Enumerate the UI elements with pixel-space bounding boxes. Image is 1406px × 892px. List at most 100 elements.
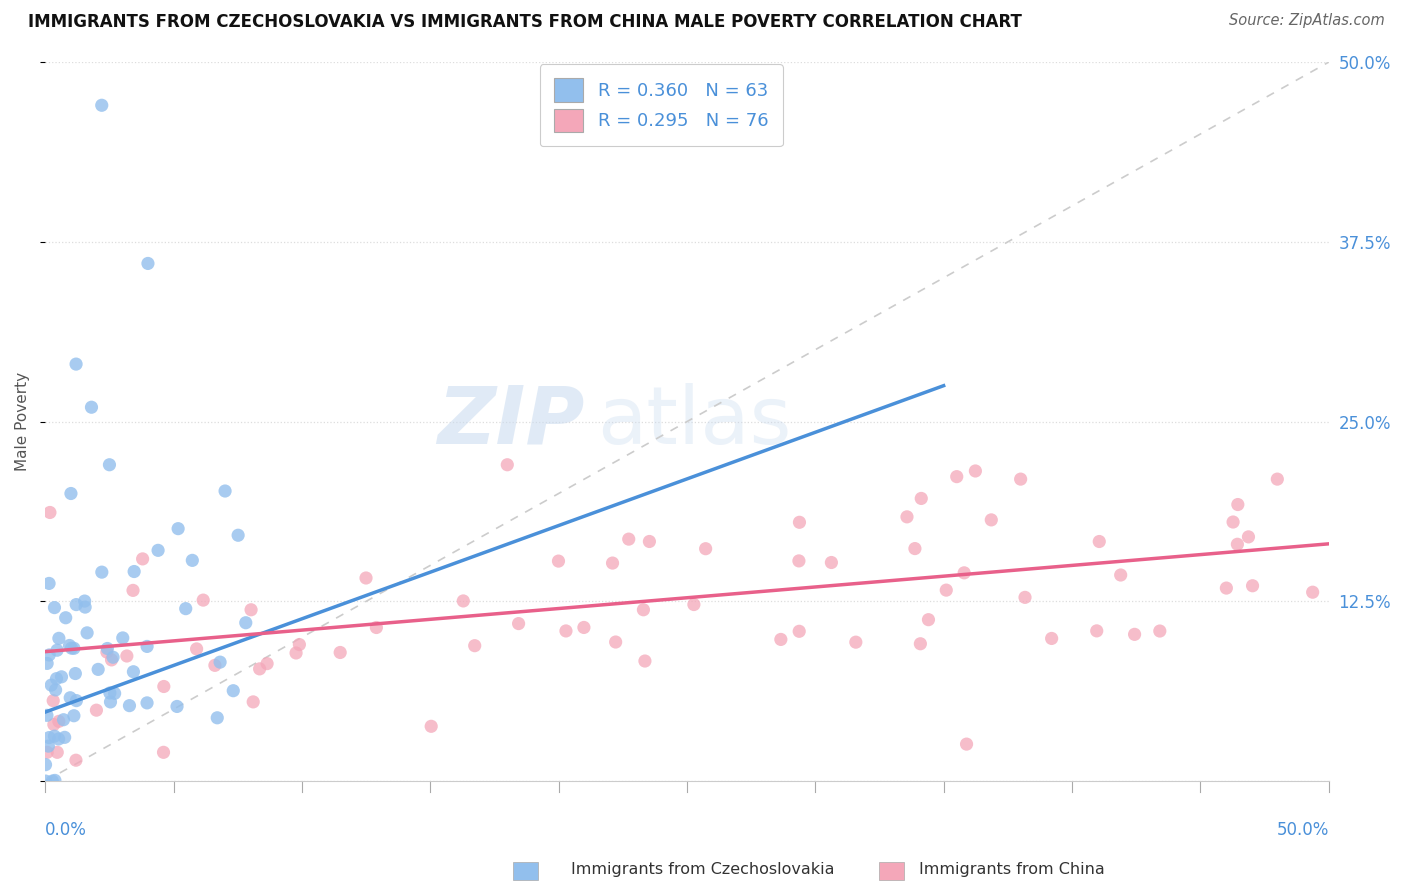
Point xyxy=(1302,585,1324,599)
Point xyxy=(695,541,717,556)
Point xyxy=(55,611,77,625)
Point xyxy=(965,464,987,478)
Point xyxy=(37,745,59,759)
Point xyxy=(204,658,226,673)
Point xyxy=(945,469,967,483)
Point xyxy=(235,615,257,630)
Point xyxy=(46,643,69,657)
Point xyxy=(209,655,232,669)
Point xyxy=(65,666,87,681)
Point xyxy=(122,665,145,679)
Point xyxy=(904,541,927,556)
Point xyxy=(44,600,66,615)
Point xyxy=(572,620,595,634)
Point xyxy=(453,594,475,608)
Point xyxy=(58,639,80,653)
Point xyxy=(86,703,108,717)
Point xyxy=(90,565,112,579)
Point xyxy=(496,458,519,472)
Text: Immigrants from Czechoslovakia: Immigrants from Czechoslovakia xyxy=(571,863,835,877)
Point xyxy=(90,98,112,112)
Point xyxy=(65,753,87,767)
Point xyxy=(910,491,932,506)
Point xyxy=(953,566,976,580)
Point xyxy=(104,686,127,700)
Point xyxy=(1040,632,1063,646)
Point xyxy=(638,534,661,549)
Point xyxy=(45,672,67,686)
Point xyxy=(605,635,627,649)
Point xyxy=(896,509,918,524)
Point xyxy=(1222,515,1244,529)
Point xyxy=(38,648,60,662)
Point xyxy=(1237,530,1260,544)
Point xyxy=(845,635,868,649)
Point xyxy=(101,650,124,665)
Point xyxy=(214,483,236,498)
Point xyxy=(80,401,103,415)
Point xyxy=(51,670,73,684)
Point xyxy=(917,613,939,627)
Point xyxy=(122,565,145,579)
Point xyxy=(207,711,229,725)
Point xyxy=(38,731,60,745)
Text: Source: ZipAtlas.com: Source: ZipAtlas.com xyxy=(1229,13,1385,29)
Text: Immigrants from China: Immigrants from China xyxy=(920,863,1105,877)
Text: atlas: atlas xyxy=(598,383,792,460)
Point xyxy=(73,594,96,608)
Point xyxy=(420,719,443,733)
Point xyxy=(59,690,82,705)
Point xyxy=(44,773,66,788)
Point xyxy=(240,603,263,617)
Point xyxy=(115,648,138,663)
Point xyxy=(186,641,208,656)
Point xyxy=(1265,472,1288,486)
Point xyxy=(75,600,97,615)
Point xyxy=(222,683,245,698)
Point xyxy=(464,639,486,653)
Point xyxy=(65,598,87,612)
Point xyxy=(820,556,842,570)
Point xyxy=(38,576,60,591)
Point xyxy=(1088,534,1111,549)
Text: ZIP: ZIP xyxy=(437,383,585,460)
Point xyxy=(181,553,204,567)
Point xyxy=(547,554,569,568)
Point xyxy=(683,598,706,612)
Point xyxy=(1085,624,1108,638)
Point xyxy=(63,641,86,656)
Point xyxy=(39,678,62,692)
Point xyxy=(42,717,65,731)
Point xyxy=(634,654,657,668)
Point xyxy=(166,699,188,714)
Point xyxy=(787,554,810,568)
Point xyxy=(1123,627,1146,641)
Point xyxy=(508,616,530,631)
Point xyxy=(152,745,174,759)
Legend: R = 0.360   N = 63, R = 0.295   N = 76: R = 0.360 N = 63, R = 0.295 N = 76 xyxy=(540,64,783,146)
Point xyxy=(100,653,122,667)
Point xyxy=(46,745,69,759)
Point xyxy=(136,256,159,270)
Point xyxy=(167,522,190,536)
Point xyxy=(63,708,86,723)
Point xyxy=(354,571,377,585)
Point xyxy=(37,739,59,753)
Point xyxy=(136,640,159,654)
Point xyxy=(174,601,197,615)
Point xyxy=(1226,537,1249,551)
Point xyxy=(193,593,215,607)
Point xyxy=(52,713,75,727)
Point xyxy=(48,632,70,646)
Point xyxy=(153,680,176,694)
Point xyxy=(39,506,62,520)
Point xyxy=(44,729,66,743)
Point xyxy=(226,528,249,542)
Point xyxy=(98,458,121,472)
Point xyxy=(285,646,308,660)
Point xyxy=(1241,579,1264,593)
Point xyxy=(35,708,58,723)
Point xyxy=(131,552,153,566)
Point xyxy=(45,682,67,697)
Point xyxy=(1010,472,1032,486)
